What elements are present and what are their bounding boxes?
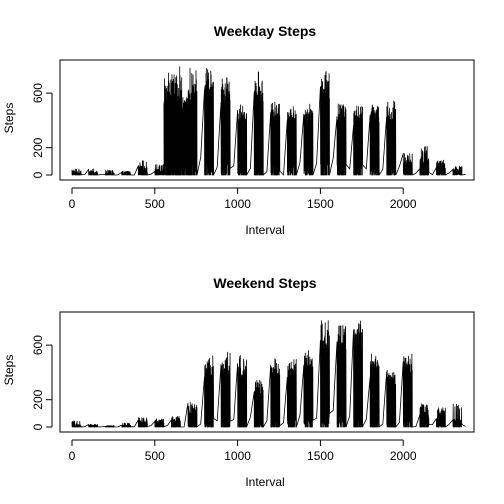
x-tick-label: 500 — [145, 197, 165, 211]
y-tick-label: 200 — [31, 389, 45, 409]
x-tick-label: 1000 — [224, 197, 251, 211]
y-tick-label: 600 — [31, 335, 45, 355]
weekend-panel: Weekend Steps Interval Steps 0 500 1000 150… — [2, 275, 475, 489]
y-tick-label: 0 — [31, 171, 45, 178]
x-tick-label: 2000 — [390, 449, 417, 463]
panel-title: Weekend Steps — [213, 275, 316, 291]
series-line — [71, 320, 466, 428]
panel-title: Weekday Steps — [214, 23, 317, 39]
y-tick-label: 600 — [31, 83, 45, 103]
plot-frame — [59, 311, 475, 433]
x-tick-label: 2000 — [390, 197, 417, 211]
axis-ticks: 0 500 1000 1500 2000 0 200 600 — [31, 83, 417, 211]
axis-ticks: 0 500 1000 1500 2000 0 200 600 — [31, 335, 417, 463]
x-axis-label: Interval — [245, 475, 284, 489]
x-tick-label: 1500 — [307, 449, 334, 463]
x-tick-label: 500 — [145, 449, 165, 463]
y-axis-label: Steps — [2, 355, 16, 386]
weekday-panel: Weekday Steps Interval Steps 0 500 1000 150… — [2, 23, 475, 237]
x-tick-label: 0 — [69, 197, 76, 211]
x-axis-label: Interval — [245, 223, 284, 237]
y-tick-label: 0 — [31, 423, 45, 430]
series-line — [71, 66, 466, 176]
y-tick-label: 200 — [31, 137, 45, 157]
x-tick-label: 0 — [69, 449, 76, 463]
y-axis-label: Steps — [2, 103, 16, 134]
x-tick-label: 1000 — [224, 449, 251, 463]
plot-frame — [59, 59, 475, 181]
x-tick-label: 1500 — [307, 197, 334, 211]
